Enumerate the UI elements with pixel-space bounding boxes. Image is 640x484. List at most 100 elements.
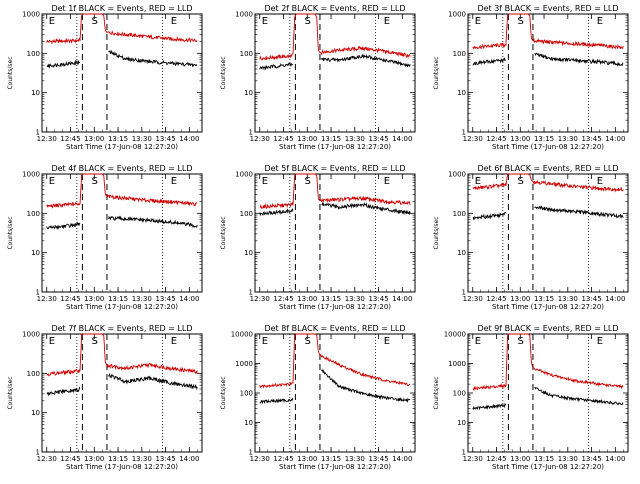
- interval-marker-e: E: [171, 176, 177, 187]
- plot-frame: [254, 13, 416, 133]
- events-series-line: [46, 215, 198, 231]
- plot-frame: [41, 333, 203, 453]
- y-tick-label: 1: [249, 289, 253, 297]
- interval-marker-e: E: [597, 176, 603, 187]
- y-axis-label: Counts/sec: [7, 216, 14, 249]
- x-tick-label: 13:45: [368, 135, 388, 143]
- interval-marker-s: S: [92, 176, 98, 187]
- y-tick-label: 10: [244, 249, 253, 257]
- interval-marker-s: S: [305, 336, 311, 347]
- interval-marker-e: E: [597, 336, 603, 347]
- interval-marker-e: E: [262, 336, 268, 347]
- y-tick-label: 10000: [444, 331, 466, 339]
- x-tick-label: 13:15: [321, 295, 341, 303]
- x-tick-label: 12:45: [273, 135, 293, 143]
- x-tick-label: 13:15: [108, 135, 128, 143]
- x-tick-label: 12:30: [37, 135, 57, 143]
- x-tick-label: 12:45: [60, 455, 80, 463]
- interval-marker-e: E: [384, 336, 390, 347]
- y-axis-label: Counts/sec: [220, 56, 227, 89]
- panel-title: Det 1f BLACK = Events, RED = LLD: [51, 4, 192, 13]
- x-axis-label: Start Time (17-Jun-08 12:27:20): [492, 303, 604, 311]
- y-tick-label: 1000: [448, 11, 466, 19]
- plot-frame: [467, 173, 629, 293]
- events-series-line: [259, 368, 411, 405]
- detector-panel-2: Det 2f BLACK = Events, RED = LLD 1 10 100 10…: [220, 4, 416, 151]
- interval-marker-e: E: [475, 16, 481, 27]
- x-tick-label: 13:15: [108, 295, 128, 303]
- x-tick-label: 14:00: [605, 455, 625, 463]
- y-tick-label: 1: [249, 129, 253, 137]
- panel-title: Det 2f BLACK = Events, RED = LLD: [264, 4, 405, 13]
- x-tick-label: 13:15: [321, 455, 341, 463]
- interval-marker-e: E: [171, 16, 177, 27]
- x-tick-label: 13:00: [297, 295, 317, 303]
- y-tick-label: 1: [36, 289, 40, 297]
- events-series-line: [472, 205, 624, 221]
- x-tick-label: 14:00: [605, 295, 625, 303]
- detector-panel-3: Det 3f BLACK = Events, RED = LLD 1 10 100 10…: [433, 4, 629, 151]
- y-axis-label: Counts/sec: [433, 216, 440, 249]
- y-tick-label: 1000: [448, 171, 466, 179]
- interval-marker-e: E: [171, 336, 177, 347]
- y-axis-label: Counts/sec: [220, 216, 227, 249]
- detector-panel-4: Det 4f BLACK = Events, RED = LLD 1 10 100 10…: [7, 164, 203, 311]
- x-tick-label: 12:30: [250, 455, 270, 463]
- detector-panel-5: Det 5f BLACK = Events, RED = LLD 1 10 100 10…: [220, 164, 416, 311]
- y-axis-label: Counts/sec: [7, 376, 14, 409]
- interval-marker-e: E: [49, 336, 55, 347]
- panel-title: Det 8f BLACK = Events, RED = LLD: [264, 324, 405, 333]
- detector-panel-7: Det 7f BLACK = Events, RED = LLD 1 10 100 10…: [7, 324, 203, 471]
- x-tick-label: 13:00: [84, 295, 104, 303]
- lld-series-line: [259, 173, 411, 210]
- x-tick-label: 12:30: [463, 455, 483, 463]
- panel-title: Det 5f BLACK = Events, RED = LLD: [264, 164, 405, 173]
- y-tick-label: 1: [249, 449, 253, 457]
- interval-marker-e: E: [384, 16, 390, 27]
- x-tick-label: 13:30: [558, 455, 578, 463]
- interval-marker-s: S: [92, 336, 98, 347]
- x-tick-label: 13:45: [368, 455, 388, 463]
- x-tick-label: 13:00: [297, 135, 317, 143]
- y-tick-label: 1000: [235, 11, 253, 19]
- x-tick-label: 13:00: [510, 295, 530, 303]
- lld-series-line: [259, 333, 411, 389]
- x-tick-label: 14:00: [392, 135, 412, 143]
- y-tick-label: 100: [453, 210, 466, 218]
- y-tick-label: 100: [453, 50, 466, 58]
- interval-marker-e: E: [384, 176, 390, 187]
- y-tick-label: 10: [244, 89, 253, 97]
- y-tick-label: 100: [27, 50, 40, 58]
- interval-marker-s: S: [518, 16, 524, 27]
- x-tick-label: 12:45: [486, 455, 506, 463]
- y-tick-label: 1: [462, 129, 466, 137]
- interval-marker-s: S: [305, 16, 311, 27]
- x-tick-label: 13:45: [581, 455, 601, 463]
- x-axis-label: Start Time (17-Jun-08 12:27:20): [279, 143, 391, 151]
- x-tick-label: 13:00: [510, 135, 530, 143]
- x-tick-label: 12:45: [60, 135, 80, 143]
- y-tick-label: 10: [457, 89, 466, 97]
- y-tick-label: 100: [240, 390, 253, 398]
- x-tick-label: 13:15: [108, 455, 128, 463]
- x-tick-label: 12:45: [486, 295, 506, 303]
- y-axis-label: Counts/sec: [7, 56, 14, 89]
- y-tick-label: 1000: [235, 360, 253, 368]
- y-tick-label: 10000: [231, 331, 253, 339]
- plot-frame: [41, 173, 203, 293]
- x-tick-label: 13:45: [581, 135, 601, 143]
- y-tick-label: 10: [31, 249, 40, 257]
- plot-frame: [41, 13, 203, 133]
- x-tick-label: 12:45: [486, 135, 506, 143]
- x-tick-label: 13:00: [297, 455, 317, 463]
- x-tick-label: 13:00: [84, 135, 104, 143]
- y-tick-label: 10: [31, 409, 40, 417]
- x-tick-label: 13:15: [534, 295, 554, 303]
- panel-title: Det 9f BLACK = Events, RED = LLD: [477, 324, 618, 333]
- y-tick-label: 10: [457, 249, 466, 257]
- x-tick-label: 12:30: [37, 295, 57, 303]
- y-axis-label: Counts/sec: [220, 376, 227, 409]
- y-tick-label: 1000: [235, 171, 253, 179]
- interval-marker-e: E: [475, 176, 481, 187]
- x-axis-label: Start Time (17-Jun-08 12:27:20): [492, 143, 604, 151]
